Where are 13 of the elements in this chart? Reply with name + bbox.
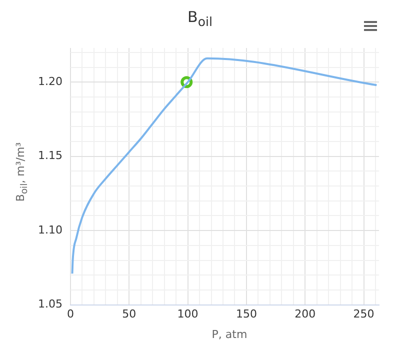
x-tick-label: 150 [236, 307, 257, 320]
y-tick-label: 1.20 [38, 75, 62, 88]
y-tick-label: 1.10 [38, 223, 62, 236]
x-tick-label: 200 [294, 307, 316, 320]
x-tick-label: 50 [122, 307, 136, 320]
line-series [71, 57, 378, 275]
x-axis-title: P, atm [210, 328, 248, 341]
y-tick-label: 1.15 [38, 149, 62, 162]
y-tick-label: 1.05 [38, 298, 62, 311]
x-tick-label: 100 [177, 307, 198, 320]
chart-title: B$_{oil}$ [186, 8, 214, 29]
x-tick-label: 0 [66, 307, 74, 320]
x-tick-label: 250 [353, 307, 374, 320]
